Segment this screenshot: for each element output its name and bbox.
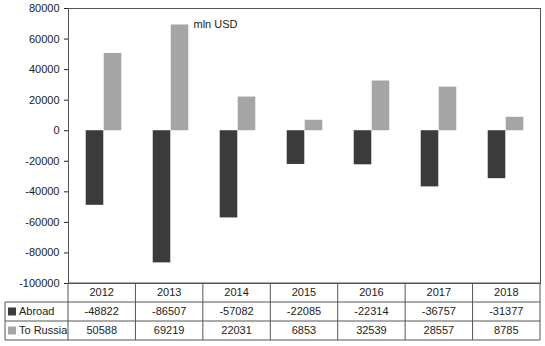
svg-text:6853: 6853 <box>292 324 316 336</box>
svg-text:69219: 69219 <box>154 324 185 336</box>
svg-text:2012: 2012 <box>89 286 113 298</box>
svg-text:2015: 2015 <box>292 286 316 298</box>
svg-text:-57082: -57082 <box>219 305 253 317</box>
svg-text:-80000: -80000 <box>25 246 59 258</box>
svg-text:40000: 40000 <box>29 63 60 75</box>
svg-text:Abroad: Abroad <box>19 305 54 317</box>
svg-text:60000: 60000 <box>29 33 60 45</box>
svg-text:To Russia: To Russia <box>19 324 68 336</box>
svg-text:2014: 2014 <box>224 286 248 298</box>
svg-text:20000: 20000 <box>29 94 60 106</box>
svg-text:-22085: -22085 <box>287 305 321 317</box>
svg-text:50588: 50588 <box>86 324 117 336</box>
svg-text:32539: 32539 <box>356 324 387 336</box>
svg-text:22031: 22031 <box>221 324 252 336</box>
svg-text:28557: 28557 <box>424 324 455 336</box>
svg-text:-31377: -31377 <box>489 305 523 317</box>
svg-text:-48822: -48822 <box>85 305 119 317</box>
svg-text:2016: 2016 <box>359 286 383 298</box>
svg-text:-20000: -20000 <box>25 155 59 167</box>
svg-text:-36757: -36757 <box>422 305 456 317</box>
svg-text:-40000: -40000 <box>25 185 59 197</box>
svg-text:2013: 2013 <box>157 286 181 298</box>
svg-text:-22314: -22314 <box>354 305 388 317</box>
svg-text:-86507: -86507 <box>152 305 186 317</box>
svg-text:mln USD: mln USD <box>194 18 238 30</box>
svg-text:0: 0 <box>53 124 59 136</box>
svg-text:8785: 8785 <box>494 324 518 336</box>
svg-text:80000: 80000 <box>29 2 60 14</box>
svg-text:2018: 2018 <box>494 286 518 298</box>
svg-text:-60000: -60000 <box>25 216 59 228</box>
svg-text:2017: 2017 <box>427 286 451 298</box>
svg-text:-100000: -100000 <box>19 277 59 289</box>
